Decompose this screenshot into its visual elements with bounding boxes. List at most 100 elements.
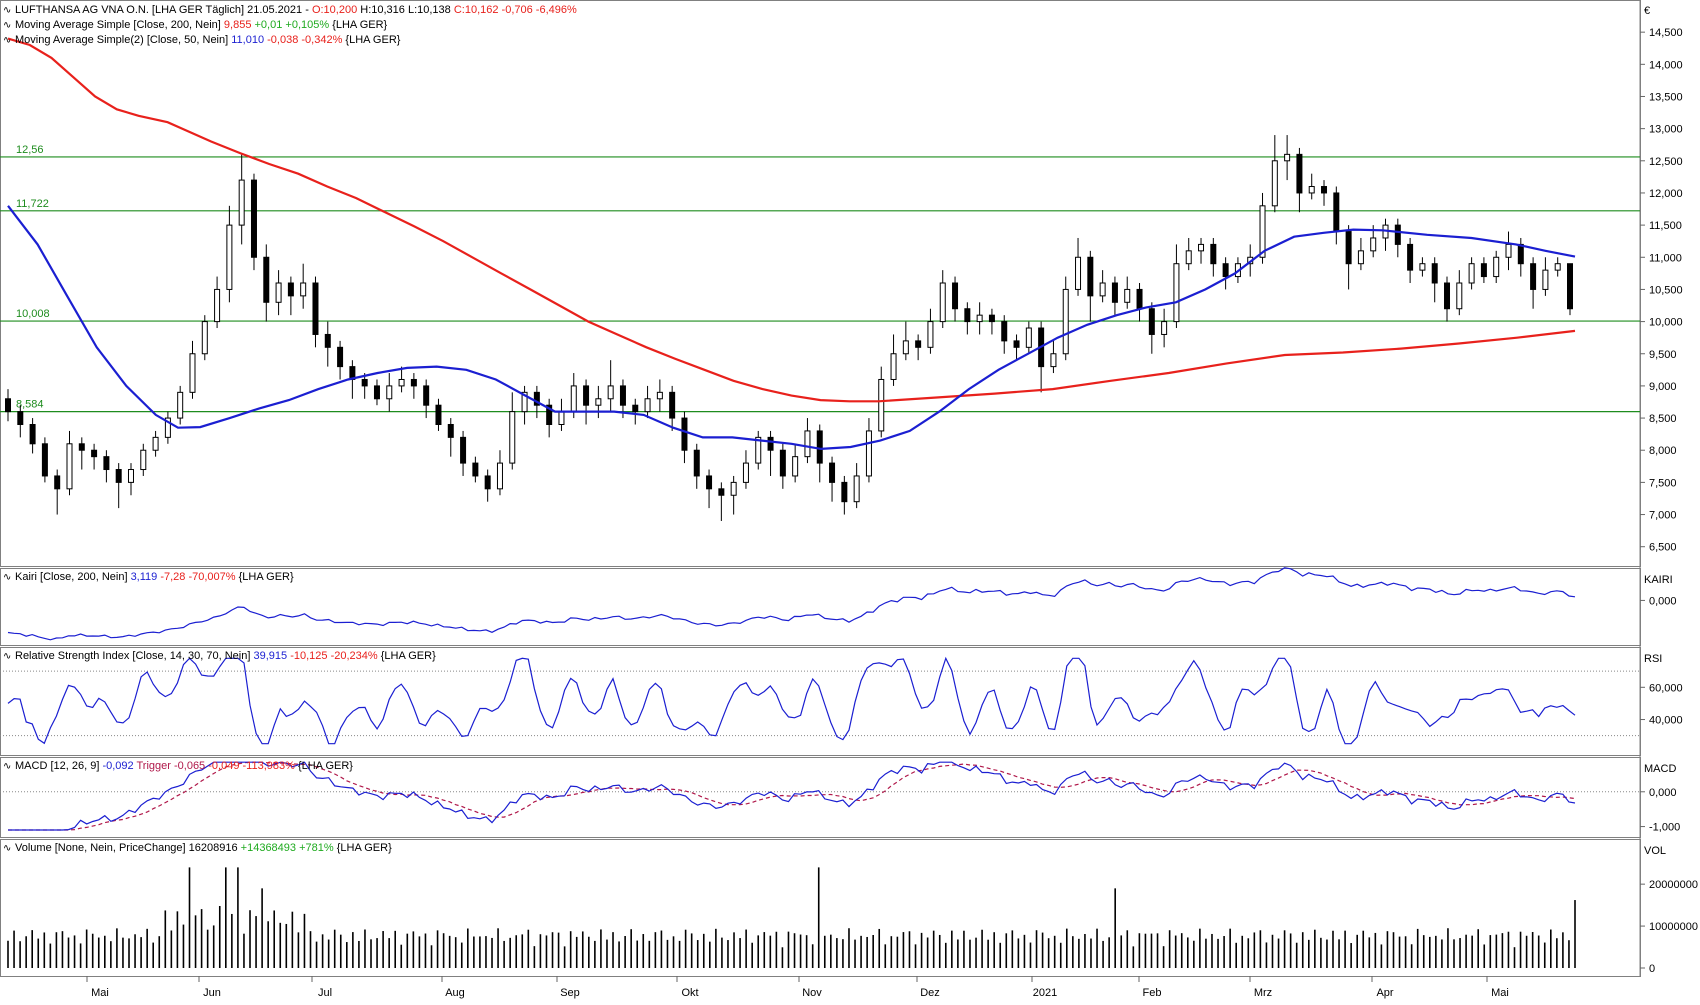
candle-body bbox=[693, 449, 700, 477]
candle-body bbox=[472, 462, 479, 477]
legend-volume-part: +14368493 bbox=[238, 842, 296, 854]
candle-body bbox=[1198, 243, 1205, 252]
candle-body bbox=[1530, 263, 1537, 290]
legend-kairi-part: -70,007% bbox=[185, 571, 235, 583]
legend-kairi-part: -7,28 bbox=[157, 571, 185, 583]
candle-body bbox=[619, 385, 626, 406]
candle-body bbox=[484, 475, 491, 490]
rsi-line bbox=[7, 656, 1576, 745]
candle-body bbox=[1517, 243, 1524, 265]
legend-volume: Volume [None, Nein, PriceChange] 1620891… bbox=[15, 842, 392, 854]
legend-macd-part: -0,092 bbox=[102, 760, 133, 772]
legend-sma50-part: 11,010 bbox=[231, 34, 264, 46]
price-tick-label: 7,000 bbox=[1649, 510, 1677, 522]
candle-body bbox=[263, 256, 270, 303]
kairi-axis-label: KAIRI bbox=[1644, 574, 1673, 586]
price-tick-label: 14,000 bbox=[1649, 59, 1683, 71]
candle-body bbox=[1185, 250, 1192, 265]
candle-body bbox=[546, 404, 553, 426]
candle-body bbox=[1493, 256, 1500, 278]
candle-body bbox=[324, 333, 331, 348]
price-tick-label: 12,000 bbox=[1649, 188, 1683, 200]
candle-body bbox=[1087, 256, 1094, 297]
candle-body bbox=[1148, 308, 1155, 335]
candle-body bbox=[1444, 282, 1451, 310]
legend-rsi-part: -10,125 bbox=[287, 650, 327, 662]
x-tick-label: Mrz bbox=[1254, 987, 1272, 999]
x-tick-label: Nov bbox=[802, 987, 822, 999]
legend-price-part: -0,706 bbox=[498, 4, 532, 16]
candle-body bbox=[1554, 263, 1561, 271]
legend-sma50-part: {LHA GER} bbox=[342, 34, 400, 46]
candle-body bbox=[1259, 205, 1266, 258]
candle-body bbox=[5, 398, 11, 413]
support-label: 8,584 bbox=[16, 399, 44, 411]
candle-body bbox=[1062, 288, 1069, 355]
macd-tick-label: -1,000 bbox=[1649, 822, 1680, 834]
candle-body bbox=[1284, 153, 1291, 162]
legend-sma50-part: -0,342% bbox=[298, 34, 342, 46]
candle-body bbox=[201, 321, 208, 355]
legend-macd-icon: ∿ bbox=[3, 761, 11, 772]
price-tick-label: 8,000 bbox=[1649, 445, 1677, 457]
candle-body bbox=[976, 314, 983, 323]
candle-body bbox=[1296, 153, 1303, 194]
legend-kairi-part: Kairi [Close, 200, Nein] bbox=[15, 571, 131, 583]
legend-price-part: -6,496% bbox=[533, 4, 577, 16]
x-tick-label: Apr bbox=[1376, 987, 1393, 999]
kairi-line bbox=[7, 567, 1576, 641]
candle-body bbox=[595, 398, 602, 406]
support-label: 10,008 bbox=[16, 308, 50, 320]
candle-body bbox=[570, 385, 577, 413]
legend-rsi-part: Relative Strength Index [Close, 14, 30, … bbox=[15, 650, 253, 662]
legend-sma200-part: {LHA GER} bbox=[329, 19, 387, 31]
candle-body bbox=[792, 456, 799, 477]
candle-body bbox=[1136, 288, 1143, 310]
candle-body bbox=[644, 398, 651, 413]
candle-body bbox=[1013, 340, 1020, 348]
candle-body bbox=[742, 462, 749, 483]
legend-sma50-part: -0,038 bbox=[264, 34, 298, 46]
candle-body bbox=[91, 449, 98, 458]
candle-body bbox=[656, 391, 663, 400]
candle-body bbox=[1111, 282, 1118, 303]
candle-body bbox=[902, 340, 909, 355]
price-tick-label: 13,000 bbox=[1649, 124, 1683, 136]
candle-body bbox=[755, 436, 762, 464]
candle-body bbox=[1357, 250, 1364, 265]
rsi-axis-label: RSI bbox=[1644, 653, 1662, 665]
sma50-line bbox=[7, 205, 1576, 451]
legend-sma50-icon: ∿ bbox=[3, 35, 11, 46]
candle-body bbox=[423, 385, 430, 406]
candle-body bbox=[1567, 263, 1573, 310]
candle-body bbox=[1124, 288, 1131, 303]
candle-body bbox=[706, 475, 713, 490]
legend-sma50-part: Moving Average Simple(2) [Close, 50, Nei… bbox=[15, 34, 231, 46]
candle-body bbox=[829, 462, 836, 483]
legend-kairi-part: {LHA GER} bbox=[236, 571, 294, 583]
legend-sma200: Moving Average Simple [Close, 200, Nein]… bbox=[15, 19, 388, 31]
macd-tick-label: 0,000 bbox=[1649, 787, 1677, 799]
legend-sma200-part: +0,105% bbox=[282, 19, 329, 31]
candle-body bbox=[1075, 256, 1082, 290]
candle-body bbox=[287, 282, 294, 297]
candle-body bbox=[1370, 237, 1377, 252]
x-tick-label: Sep bbox=[560, 987, 580, 999]
candle-body bbox=[361, 378, 368, 387]
candle-body bbox=[103, 456, 110, 471]
candle-body bbox=[164, 417, 171, 438]
candle-body bbox=[927, 321, 934, 348]
candle-body bbox=[1099, 282, 1106, 297]
legend-kairi-part: 3,119 bbox=[131, 571, 158, 583]
candle-body bbox=[853, 475, 860, 503]
x-tick-label: Dez bbox=[920, 987, 940, 999]
price-tick-label: 12,500 bbox=[1649, 156, 1683, 168]
candle-body bbox=[410, 378, 417, 387]
currency-label: € bbox=[1644, 5, 1650, 17]
price-tick-label: 10,500 bbox=[1649, 284, 1683, 296]
candle-body bbox=[1542, 269, 1549, 290]
candle-body bbox=[238, 179, 245, 226]
legend-volume-part: 16208916 bbox=[189, 842, 238, 854]
legend-kairi: Kairi [Close, 200, Nein] 3,119 -7,28 -70… bbox=[15, 571, 294, 583]
